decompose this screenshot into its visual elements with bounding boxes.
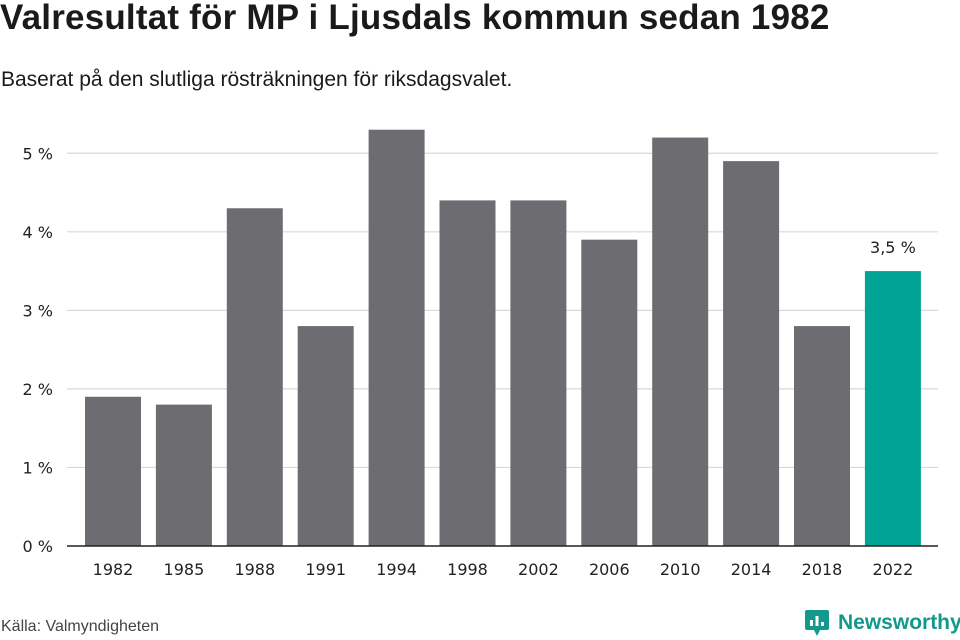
- bar-2002: [510, 200, 567, 546]
- x-axis-ticks: 1982 1985 1988 1991 1994 1998 2002 2006 2010 2014…: [93, 560, 914, 579]
- x-tick-label: 1998: [447, 560, 488, 579]
- x-tick-label: 1982: [93, 560, 134, 579]
- x-tick-label: 2006: [589, 560, 630, 579]
- x-tick-label: 1988: [234, 560, 275, 579]
- x-tick-label: 2022: [873, 560, 914, 579]
- source-note: Källa: Valmyndigheten: [1, 618, 160, 635]
- bar-2006: [581, 239, 638, 546]
- newsworthy-logo-icon: [805, 610, 829, 636]
- data-labels: 3,5 %: [870, 238, 916, 257]
- bar-1994: [368, 129, 425, 546]
- bar-1998: [439, 200, 496, 546]
- bar-1985: [155, 404, 212, 546]
- y-tick-label: 3 %: [23, 301, 53, 320]
- x-tick-label: 1991: [305, 560, 346, 579]
- x-tick-label: 2002: [518, 560, 559, 579]
- data-label: 3,5 %: [870, 238, 916, 257]
- chart-subtitle: Baserat på den slutliga rösträkningen fö…: [1, 68, 513, 91]
- y-axis-ticks: 0 % 1 % 2 % 3 % 4 % 5 %: [23, 144, 53, 556]
- brand-name: Newsworthy: [838, 611, 960, 634]
- bar-2010: [652, 137, 709, 546]
- y-tick-label: 2 %: [23, 380, 53, 399]
- y-tick-label: 4 %: [23, 223, 53, 242]
- x-tick-label: 2018: [802, 560, 843, 579]
- y-tick-label: 1 %: [23, 458, 53, 477]
- bar-chart: 0 %1 %2 %3 %4 %5 % 1982 1985 1988 1991 1994 1…: [23, 129, 938, 579]
- y-tick-label: 5 %: [23, 144, 53, 163]
- bar-1991: [297, 326, 354, 546]
- x-tick-label: 1994: [376, 560, 417, 579]
- bar-2022: [864, 271, 921, 546]
- bar-2018: [794, 326, 850, 546]
- grid-layer: [67, 152, 938, 469]
- bar-1988: [226, 208, 283, 546]
- y-tick-label: 0 %: [23, 537, 53, 556]
- x-tick-label: 2010: [660, 560, 701, 579]
- bars: [85, 129, 921, 547]
- x-tick-label: 1985: [164, 560, 205, 579]
- brand-logo[interactable]: Newsworthy: [804, 608, 960, 638]
- bar-1982: [85, 396, 141, 546]
- chart-title: Valresultat för MP i Ljusdals kommun sed…: [0, 0, 830, 37]
- bar-2014: [723, 161, 780, 547]
- x-tick-label: 2014: [731, 560, 772, 579]
